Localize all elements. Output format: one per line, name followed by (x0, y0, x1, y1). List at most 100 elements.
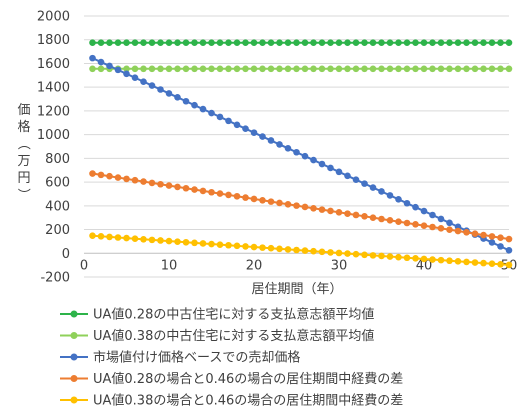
data-point (97, 171, 105, 179)
data-point (344, 65, 351, 73)
y-tick-label: 600 (45, 176, 70, 191)
data-point (131, 39, 139, 46)
data-point (403, 199, 411, 207)
data-point (114, 39, 122, 46)
data-point (199, 65, 207, 73)
data-point (225, 65, 232, 73)
data-point (301, 203, 309, 211)
data-point (488, 260, 496, 268)
y-tick-label: 1000 (37, 128, 70, 143)
data-point (488, 39, 496, 46)
data-point (446, 226, 453, 233)
data-point (131, 235, 139, 242)
data-point (157, 180, 164, 188)
data-point (471, 65, 479, 73)
data-point (182, 65, 190, 73)
data-point (191, 39, 198, 46)
data-point (471, 230, 479, 237)
data-point (174, 65, 181, 73)
data-point (293, 202, 300, 209)
y-tick-label: -200 (40, 271, 70, 286)
data-point (318, 206, 326, 213)
data-point (301, 39, 309, 46)
data-point (250, 39, 258, 46)
data-point (454, 258, 462, 265)
data-point (284, 246, 292, 253)
data-point (454, 39, 462, 46)
data-point (225, 191, 232, 199)
data-point (242, 65, 249, 73)
data-point (106, 62, 113, 70)
data-point (106, 39, 113, 46)
data-point (165, 90, 173, 97)
data-point (208, 240, 215, 248)
data-point (216, 65, 224, 73)
data-point (250, 195, 258, 203)
data-point (344, 210, 351, 217)
series-2 (89, 65, 513, 73)
data-point (199, 39, 207, 46)
data-point (259, 39, 266, 46)
data-point (344, 250, 351, 257)
data-point (505, 235, 513, 243)
data-point (174, 183, 181, 191)
data-point (267, 198, 275, 205)
data-point (318, 65, 326, 73)
data-point (242, 243, 249, 250)
data-point (361, 39, 368, 46)
data-point (361, 180, 368, 187)
data-point (327, 207, 334, 215)
data-point (463, 65, 470, 73)
data-point (403, 39, 411, 46)
data-point (378, 65, 385, 73)
data-point (301, 247, 309, 254)
x-tick-label: 30 (331, 258, 348, 273)
data-point (378, 39, 385, 46)
data-point (327, 65, 334, 73)
data-point (250, 65, 258, 73)
data-point (420, 222, 428, 229)
data-point (259, 244, 266, 251)
data-point (157, 65, 164, 73)
x-axis-title: 居住期間（年） (251, 282, 342, 297)
data-point (267, 39, 275, 46)
data-point (165, 182, 173, 189)
data-point (267, 137, 275, 144)
data-point (259, 196, 266, 204)
data-point (89, 39, 96, 46)
data-point (131, 65, 139, 73)
data-point (412, 65, 419, 73)
y-axis-title: 価格 （ 万円 ） (16, 103, 31, 201)
data-point (480, 231, 487, 239)
legend-label: UA値0.38の中古住宅に対する支払意志額平均値 (93, 328, 374, 344)
data-point (446, 39, 453, 46)
data-point (446, 65, 453, 73)
data-point (233, 65, 241, 73)
data-point (386, 253, 394, 260)
data-point (327, 39, 334, 46)
data-point (378, 252, 385, 260)
legend-item-2: UA値0.38の中古住宅に対する支払意志額平均値 (60, 328, 374, 344)
data-point (497, 243, 504, 250)
gridlines (84, 15, 509, 278)
data-point (412, 203, 419, 211)
data-point (199, 187, 207, 195)
data-point (114, 66, 122, 74)
data-point (208, 39, 215, 46)
y-tick-label: 400 (45, 199, 70, 214)
data-point (276, 65, 283, 73)
data-point (276, 141, 283, 148)
data-point (106, 172, 113, 180)
data-point (233, 192, 241, 200)
data-point (148, 65, 156, 73)
data-point (174, 39, 181, 46)
data-point (89, 232, 96, 240)
data-point (208, 109, 215, 117)
data-point (369, 39, 377, 46)
y-axis-ticks: -200 0 200 400 600 800 1000 1200 1400 1600 1800 200… (37, 10, 70, 286)
data-point (293, 148, 300, 156)
data-point (344, 39, 351, 46)
data-point (352, 250, 360, 258)
y-tick-label: 1800 (37, 33, 70, 48)
data-point (131, 74, 139, 82)
